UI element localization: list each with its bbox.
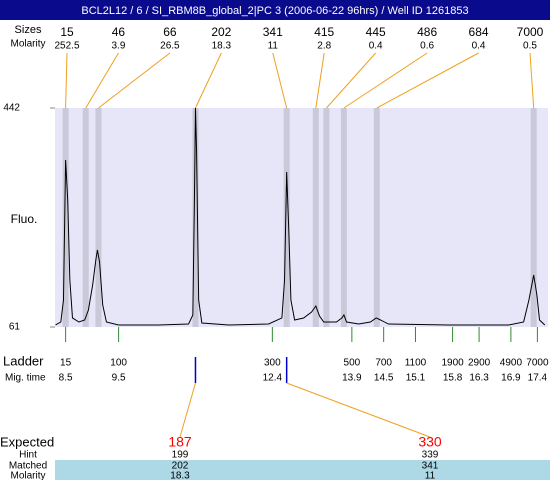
ladder-size: 15: [60, 358, 72, 369]
peak-molarity: 11: [268, 41, 279, 52]
ladder-label: Ladder: [3, 353, 44, 368]
ladder-time: 16.9: [501, 373, 521, 384]
peak-molarity: 18.3: [212, 41, 232, 52]
match-leader: [179, 382, 196, 438]
mig-time-label: Mig. time: [5, 373, 46, 384]
expected-label: Expected: [0, 434, 54, 449]
hint-size: 339: [422, 450, 439, 461]
peak-molarity: 0.6: [420, 41, 434, 52]
y-tick-label: 442: [3, 103, 20, 114]
ladder-time: 16.3: [469, 373, 489, 384]
plot-area: [55, 108, 548, 327]
ladder-size: 300: [264, 358, 281, 369]
peak-band: [82, 108, 89, 327]
title-bar: [0, 0, 550, 20]
peak-band: [192, 108, 199, 327]
sizes-label: Sizes: [15, 24, 42, 36]
peak-size: 66: [163, 25, 177, 39]
peak-size: 415: [314, 25, 334, 39]
peak-size: 7000: [517, 25, 544, 39]
peak-leader: [376, 52, 479, 109]
peak-molarity: 0.4: [472, 41, 486, 52]
ladder-time: 15.1: [406, 373, 426, 384]
peak-molarity: 3.9: [111, 41, 125, 52]
peak-band: [323, 108, 330, 327]
peak-size: 486: [417, 25, 437, 39]
ladder-size: 700: [375, 358, 392, 369]
ladder-size: 4900: [500, 358, 523, 369]
hint-label: Hint: [19, 450, 37, 461]
y-tick-label: 61: [9, 322, 21, 333]
expected-size: 187: [168, 434, 192, 450]
matched-molarity: 11: [425, 471, 436, 480]
ladder-time: 13.9: [342, 373, 362, 384]
peak-size: 684: [469, 25, 489, 39]
ladder-time: 15.8: [443, 373, 463, 384]
expected-molarity-label: Molarity: [10, 471, 45, 480]
match-leader: [286, 382, 431, 438]
peak-band: [340, 108, 347, 327]
matched-row-bg: [55, 460, 550, 480]
peak-molarity: 26.5: [160, 41, 180, 52]
peak-band: [373, 108, 380, 327]
matched-size: 202: [172, 461, 189, 472]
peak-molarity: 0.4: [369, 41, 383, 52]
ladder-size: 7000: [526, 358, 549, 369]
ladder-time: 9.5: [112, 373, 126, 384]
peak-leader: [65, 52, 68, 109]
ladder-size: 2900: [468, 358, 491, 369]
peak-size: 445: [366, 25, 386, 39]
chart-title: BCL2L12 / 6 / SI_RBM8B_global_2|PC 3 (20…: [81, 5, 468, 17]
peak-band: [95, 108, 102, 327]
peak-size: 341: [263, 25, 283, 39]
peak-molarity: 2.8: [317, 41, 331, 52]
matched-size: 341: [422, 461, 439, 472]
peak-leader: [98, 52, 171, 109]
peak-band: [312, 108, 319, 327]
ladder-time: 17.4: [528, 373, 548, 384]
trace-line: [55, 107, 546, 326]
peak-leader: [529, 52, 535, 109]
matched-molarity: 18.3: [170, 471, 190, 480]
peak-molarity: 252.5: [54, 41, 79, 52]
ladder-size: 1100: [405, 358, 427, 369]
peak-leader: [343, 52, 428, 109]
peak-band: [283, 108, 290, 327]
expected-size: 330: [418, 434, 442, 450]
peak-band: [62, 108, 69, 327]
ladder-size: 1900: [441, 358, 464, 369]
molarity-label: Molarity: [10, 39, 45, 50]
peak-leader: [195, 52, 222, 109]
peak-size: 202: [211, 25, 231, 39]
ladder-time: 8.5: [59, 373, 73, 384]
peak-size: 15: [60, 25, 74, 39]
peak-band: [530, 108, 537, 327]
peak-leader: [85, 52, 119, 109]
hint-size: 199: [172, 450, 189, 461]
peak-leader: [326, 52, 377, 109]
peak-leader: [272, 52, 288, 109]
ladder-time: 14.5: [374, 373, 394, 384]
peak-molarity: 0.5: [523, 41, 537, 52]
peak-leader: [315, 52, 325, 109]
matched-label: Matched: [9, 461, 47, 472]
peak-size: 46: [112, 25, 126, 39]
ladder-size: 100: [110, 358, 127, 369]
ladder-time: 12.4: [263, 373, 283, 384]
ladder-size: 500: [344, 358, 361, 369]
y-axis-label: Fluo.: [11, 212, 38, 226]
